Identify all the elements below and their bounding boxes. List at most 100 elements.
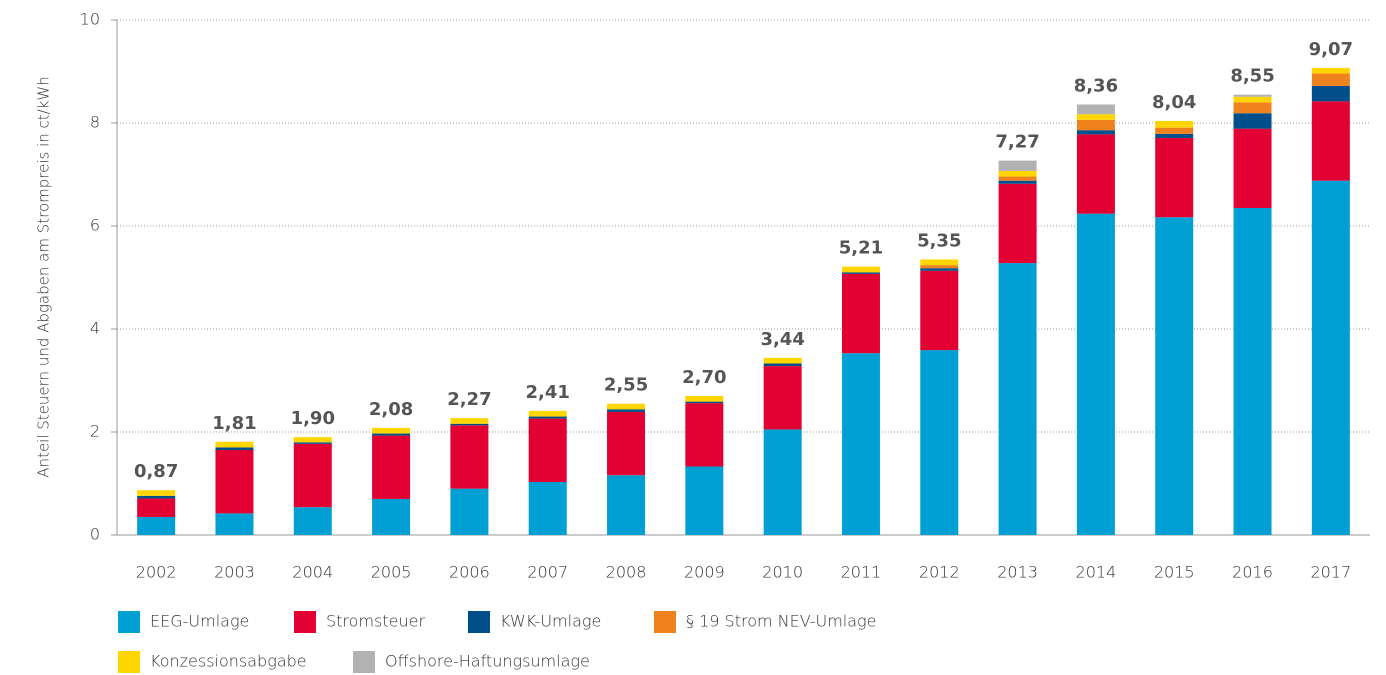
total-label: 2,70 (682, 367, 726, 388)
legend-swatch (118, 651, 140, 673)
total-label: 1,90 (291, 408, 335, 429)
bar-segment (1311, 67, 1350, 74)
bar-segment (920, 270, 959, 351)
bar-segment (607, 475, 646, 535)
x-tick-label: 2015 (1154, 563, 1195, 582)
bar-segment (1076, 114, 1115, 120)
x-tick-label: 2009 (684, 563, 725, 582)
bar-segment (685, 401, 724, 404)
bar-segment (137, 498, 176, 517)
x-tick-label: 2014 (1076, 563, 1117, 582)
legend-label: Konzessionsabgabe (150, 652, 307, 671)
bar-segment (841, 266, 880, 273)
bar-segment (528, 410, 567, 417)
y-tick-label: 2 (90, 422, 100, 441)
x-tick-label: 2004 (292, 563, 333, 582)
x-tick-label: 2016 (1232, 563, 1273, 582)
legend-swatch (294, 611, 316, 633)
bar-segment (372, 427, 411, 434)
x-tick-label: 2005 (371, 563, 412, 582)
total-label: 9,07 (1309, 39, 1353, 60)
y-tick-label: 6 (90, 216, 100, 235)
bar-segment (998, 160, 1037, 171)
bar-segment (1155, 137, 1194, 218)
x-tick-label: 2011 (841, 563, 882, 582)
bar-segment (841, 272, 880, 274)
bar-segment (450, 425, 489, 489)
legend-swatch (468, 611, 490, 633)
y-tick-label: 10 (80, 10, 100, 29)
bar-segment (1233, 207, 1272, 535)
bar-segment (137, 490, 176, 496)
legend-swatch (654, 611, 676, 633)
bar-segment (450, 488, 489, 535)
bar-segment (528, 416, 567, 419)
bar-segment (215, 441, 254, 448)
total-label: 5,35 (917, 230, 961, 251)
bar-segment (372, 435, 411, 499)
legend-swatch (118, 611, 140, 633)
x-tick-label: 2008 (606, 563, 647, 582)
bar-segment (998, 170, 1037, 177)
bar-segment (372, 433, 411, 436)
x-tick-label: 2006 (449, 563, 490, 582)
bar-segment (1233, 113, 1272, 129)
bar-segment (607, 411, 646, 476)
total-label: 5,21 (839, 238, 883, 259)
bar-segment (137, 495, 176, 499)
x-tick-label: 2010 (762, 563, 803, 582)
bar-segment (607, 403, 646, 410)
bar-segment (1076, 134, 1115, 214)
bar-segment (685, 395, 724, 402)
bar-segment (293, 443, 332, 508)
x-tick-label: 2007 (527, 563, 568, 582)
legend-label: Offshore-Haftungsumlage (385, 652, 590, 671)
bar-segment (998, 263, 1037, 535)
bar-segment (1233, 102, 1272, 114)
bar-segment (920, 268, 959, 271)
bar-segment (1311, 101, 1350, 181)
x-tick-label: 2003 (214, 563, 255, 582)
bar-segment (528, 418, 567, 482)
total-label: 2,27 (447, 389, 491, 410)
bar-segment (1311, 180, 1350, 535)
total-label: 8,36 (1074, 75, 1118, 96)
bar-segment (1155, 127, 1194, 134)
bar-segment (293, 507, 332, 535)
total-label: 8,04 (1152, 92, 1196, 113)
bar-segment (920, 265, 959, 269)
y-axis-label: Anteil Steuern und Abgaben am Strompreis… (35, 76, 53, 477)
bar-segment (293, 442, 332, 444)
bar-segment (293, 437, 332, 443)
x-tick-label: 2012 (919, 563, 960, 582)
bar-segment (1076, 130, 1115, 135)
y-tick-label: 0 (90, 525, 100, 544)
bar-segment (1155, 120, 1194, 128)
bar-segment (1233, 128, 1272, 208)
bar-segment (685, 403, 724, 467)
legend-label: Stromsteuer (326, 612, 425, 631)
bar-segment (841, 353, 880, 535)
total-label: 1,81 (212, 413, 256, 434)
total-label: 7,27 (995, 132, 1039, 153)
bar-segment (607, 409, 646, 412)
bar-segment (1076, 104, 1115, 115)
legend-label: § 19 Strom NEV-Umlage (686, 612, 877, 631)
bar-segment (763, 363, 802, 367)
y-tick-label: 8 (90, 113, 100, 132)
bar-segment (763, 429, 802, 535)
bar-segment (215, 447, 254, 451)
x-tick-label: 2002 (136, 563, 177, 582)
bar-segment (1155, 133, 1194, 138)
bar-segment (998, 180, 1037, 184)
total-label: 0,87 (134, 461, 178, 482)
bar-segment (1311, 85, 1350, 102)
bar-segment (528, 481, 567, 535)
legend-label: KWK-Umlage (500, 612, 601, 631)
bar-segment (920, 259, 959, 266)
bar-segment (1233, 96, 1272, 103)
x-tick-label: 2013 (997, 563, 1038, 582)
bar-segment (998, 183, 1037, 264)
bar-segment (215, 450, 254, 514)
